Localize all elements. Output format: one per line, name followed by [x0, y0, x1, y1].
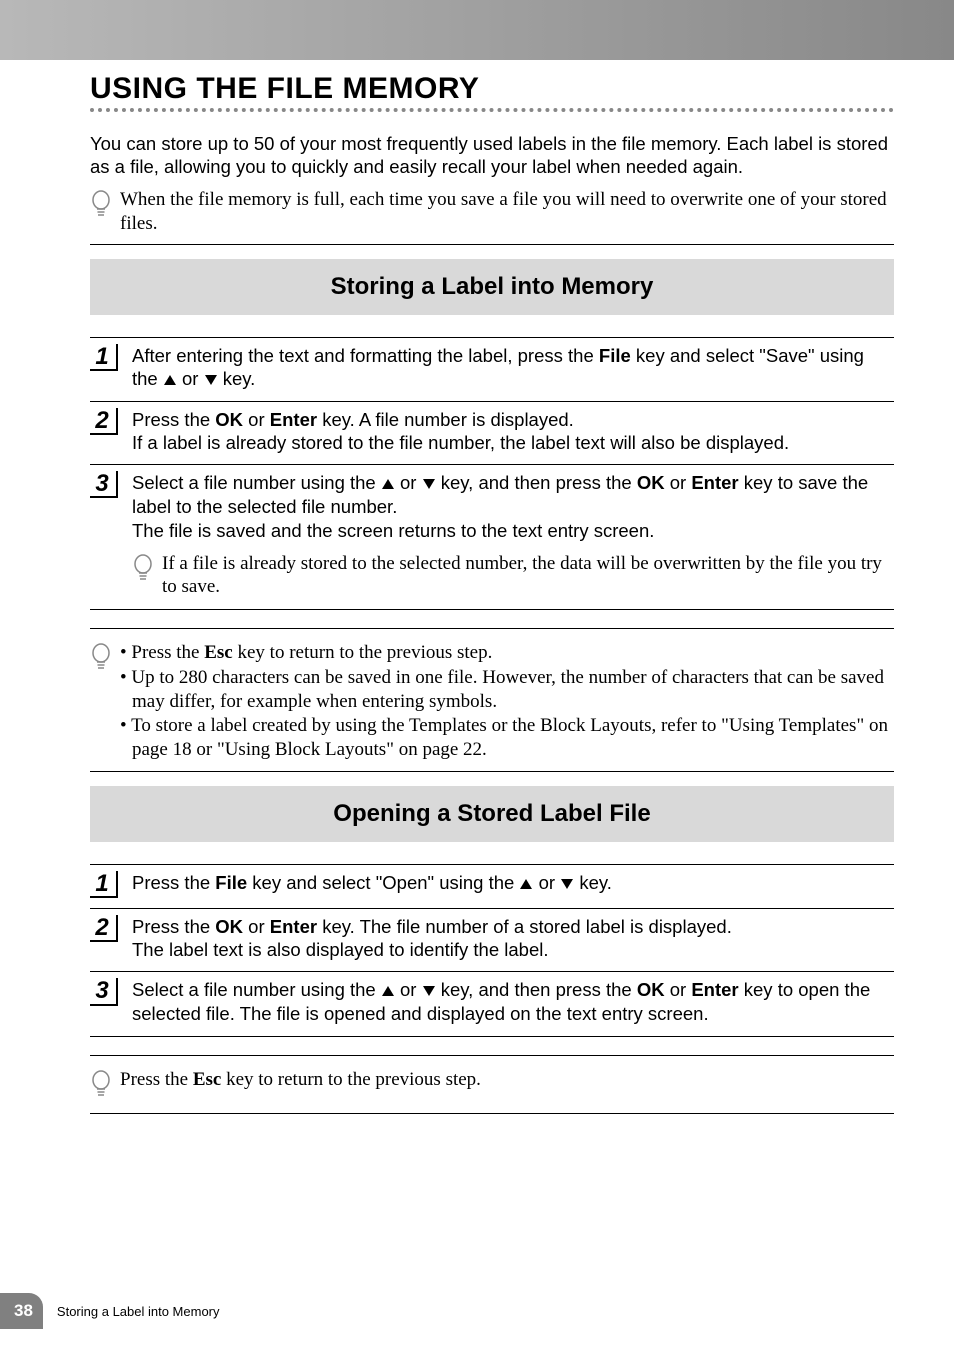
down-arrow-icon	[560, 872, 574, 895]
chapter-title: USING THE FILE MEMORY	[90, 72, 894, 106]
key-esc: Esc	[193, 1069, 222, 1090]
list-item: Press the Esc key to return to the previ…	[120, 641, 894, 665]
section1-bottom-note: Press the Esc key to return to the previ…	[90, 637, 894, 772]
step3-subnote: If a file is already stored to the selec…	[132, 552, 894, 600]
step-row: 1 Press the File key and select "Open" u…	[90, 864, 894, 908]
step-row: 3 Select a file number using the or key,…	[90, 971, 894, 1036]
page-number-badge: 38	[0, 1293, 43, 1329]
subnote-text: If a file is already stored to the selec…	[162, 552, 894, 600]
step-number: 3	[90, 471, 118, 498]
content-area: USING THE FILE MEMORY You can store up t…	[0, 72, 954, 1114]
bottom-note-list: Press the Esc key to return to the previ…	[120, 641, 894, 763]
divider	[90, 628, 894, 629]
footer-label: Storing a Label into Memory	[57, 1304, 220, 1319]
up-arrow-icon	[381, 472, 395, 495]
down-arrow-icon	[204, 368, 218, 391]
key-file: File	[599, 345, 631, 366]
up-arrow-icon	[163, 368, 177, 391]
step-number: 3	[90, 978, 118, 1005]
step-body: Select a file number using the or key, a…	[132, 471, 894, 599]
step-row: 2 Press the OK or Enter key. A file numb…	[90, 401, 894, 464]
list-item: To store a label created by using the Te…	[120, 714, 894, 762]
step-number: 1	[90, 344, 118, 371]
step-number: 2	[90, 915, 118, 942]
page-footer: 38 Storing a Label into Memory	[0, 1293, 220, 1329]
section1-steps: 1 After entering the text and formatting…	[90, 337, 894, 610]
step-body: Press the OK or Enter key. The file numb…	[132, 915, 894, 961]
key-ok: OK	[637, 472, 665, 493]
section2-bottom-note: Press the Esc key to return to the previ…	[90, 1064, 894, 1114]
step-number: 1	[90, 871, 118, 898]
step-row: 3 Select a file number using the or key,…	[90, 464, 894, 610]
down-arrow-icon	[422, 979, 436, 1002]
page: USING THE FILE MEMORY You can store up t…	[0, 0, 954, 1357]
dotted-divider	[90, 108, 894, 112]
bottom-note-text: Press the Esc key to return to the previ…	[120, 1068, 481, 1092]
section2-heading: Opening a Stored Label File	[90, 786, 894, 842]
top-note-text: When the file memory is full, each time …	[120, 188, 894, 236]
key-ok: OK	[215, 409, 243, 430]
step-row: 1 After entering the text and formatting…	[90, 337, 894, 401]
step-number: 2	[90, 408, 118, 435]
key-ok: OK	[215, 916, 243, 937]
step-body: Press the OK or Enter key. A file number…	[132, 408, 894, 454]
top-note: When the file memory is full, each time …	[90, 184, 894, 245]
key-esc: Esc	[204, 642, 233, 663]
up-arrow-icon	[381, 979, 395, 1002]
key-ok: OK	[637, 979, 665, 1000]
down-arrow-icon	[422, 472, 436, 495]
key-file: File	[215, 872, 247, 893]
section2-steps: 1 Press the File key and select "Open" u…	[90, 864, 894, 1037]
up-arrow-icon	[519, 872, 533, 895]
lightbulb-icon	[90, 1070, 112, 1105]
divider	[90, 1055, 894, 1056]
lightbulb-icon	[90, 643, 112, 678]
top-gradient-bar	[0, 0, 954, 60]
section1-heading: Storing a Label into Memory	[90, 259, 894, 315]
step-body: Select a file number using the or key, a…	[132, 978, 894, 1025]
intro-paragraph: You can store up to 50 of your most freq…	[90, 132, 894, 178]
key-enter: Enter	[691, 979, 738, 1000]
key-enter: Enter	[270, 916, 317, 937]
key-enter: Enter	[270, 409, 317, 430]
step-body: Press the File key and select "Open" usi…	[132, 871, 894, 895]
step-row: 2 Press the OK or Enter key. The file nu…	[90, 908, 894, 971]
step-body: After entering the text and formatting t…	[132, 344, 894, 391]
lightbulb-icon	[90, 190, 112, 225]
lightbulb-icon	[132, 554, 154, 589]
key-enter: Enter	[691, 472, 738, 493]
list-item: Up to 280 characters can be saved in one…	[120, 666, 894, 714]
